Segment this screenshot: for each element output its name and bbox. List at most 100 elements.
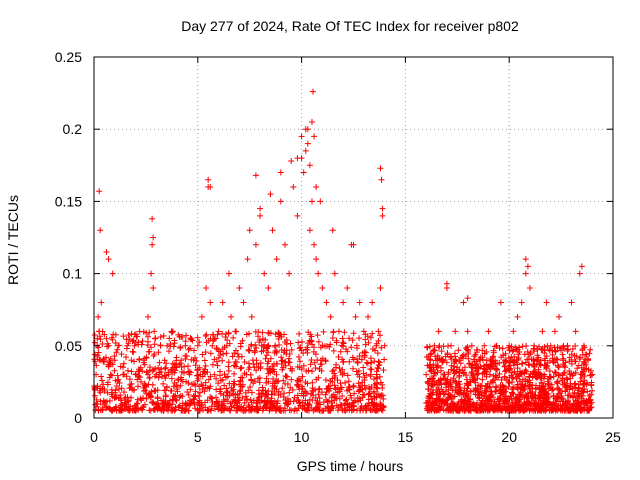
data-point xyxy=(493,342,500,349)
data-point xyxy=(547,342,554,349)
data-point xyxy=(296,330,303,337)
data-point xyxy=(522,367,529,374)
data-point xyxy=(106,359,113,366)
data-point xyxy=(568,351,575,358)
data-point xyxy=(549,387,556,394)
data-point xyxy=(92,351,99,358)
data-point xyxy=(551,344,558,351)
data-point xyxy=(228,403,235,410)
data-point xyxy=(196,339,203,346)
data-point xyxy=(502,398,509,405)
data-point xyxy=(566,386,573,393)
data-point xyxy=(335,354,342,361)
data-point xyxy=(223,385,230,392)
data-point xyxy=(503,406,510,413)
data-point xyxy=(128,330,135,337)
data-point xyxy=(288,157,295,164)
data-point xyxy=(97,389,104,396)
data-point xyxy=(493,388,500,395)
data-point xyxy=(219,330,226,337)
data-point xyxy=(340,359,347,366)
data-point xyxy=(168,375,175,382)
data-point xyxy=(221,382,228,389)
data-point xyxy=(137,378,144,385)
data-point xyxy=(176,361,183,368)
data-point xyxy=(576,270,583,277)
data-point xyxy=(143,395,150,402)
data-point xyxy=(100,397,107,404)
data-point xyxy=(171,337,178,344)
x-tick-label: 20 xyxy=(501,429,517,445)
data-point xyxy=(564,397,571,404)
data-point xyxy=(157,334,164,341)
data-point xyxy=(245,366,252,373)
data-point xyxy=(532,368,539,375)
data-point xyxy=(260,347,267,354)
data-point xyxy=(192,362,199,369)
data-point xyxy=(343,396,350,403)
data-point xyxy=(96,356,103,363)
data-point xyxy=(322,358,329,365)
y-tick-label: 0.1 xyxy=(63,266,83,282)
data-point xyxy=(434,404,441,411)
data-point xyxy=(112,389,119,396)
data-point xyxy=(492,365,499,372)
data-point xyxy=(166,397,173,404)
data-point xyxy=(104,389,111,396)
data-point xyxy=(236,390,243,397)
data-point xyxy=(165,371,172,378)
data-point xyxy=(351,390,358,397)
data-point xyxy=(273,371,280,378)
data-point xyxy=(115,376,122,383)
data-point xyxy=(199,373,206,380)
data-point xyxy=(522,359,529,366)
data-point xyxy=(440,343,447,350)
data-point xyxy=(142,387,149,394)
data-point xyxy=(553,396,560,403)
data-point xyxy=(476,395,483,402)
data-point xyxy=(224,392,231,399)
data-point xyxy=(198,313,205,320)
data-point xyxy=(303,368,310,375)
data-point xyxy=(502,357,509,364)
data-point xyxy=(203,285,210,292)
data-point xyxy=(241,399,248,406)
data-point xyxy=(127,407,134,414)
data-point xyxy=(363,407,370,414)
data-point xyxy=(577,378,584,385)
data-point xyxy=(203,331,210,338)
data-point xyxy=(267,191,274,198)
data-point xyxy=(161,372,168,379)
data-point xyxy=(108,386,115,393)
data-point xyxy=(174,386,181,393)
data-point xyxy=(146,367,153,374)
data-point xyxy=(277,198,284,205)
data-point xyxy=(131,386,138,393)
data-point xyxy=(326,343,333,350)
data-point xyxy=(430,361,437,368)
data-point xyxy=(456,372,463,379)
data-point xyxy=(191,347,198,354)
data-point xyxy=(518,384,525,391)
data-point xyxy=(245,360,252,367)
data-point xyxy=(248,313,255,320)
data-point xyxy=(317,401,324,408)
data-point xyxy=(266,330,273,337)
data-point xyxy=(379,381,386,388)
data-point xyxy=(265,349,272,356)
data-point xyxy=(439,357,446,364)
data-point xyxy=(136,328,143,335)
data-point xyxy=(283,373,290,380)
data-point xyxy=(472,351,479,358)
data-point xyxy=(501,363,508,370)
data-point xyxy=(370,376,377,383)
data-point xyxy=(160,380,167,387)
data-point xyxy=(295,353,302,360)
data-point xyxy=(526,373,533,380)
data-point xyxy=(257,363,264,370)
data-point xyxy=(373,407,380,414)
data-point xyxy=(263,400,270,407)
y-tick-label: 0.15 xyxy=(55,193,82,209)
data-point xyxy=(452,353,459,360)
data-point xyxy=(313,183,320,190)
